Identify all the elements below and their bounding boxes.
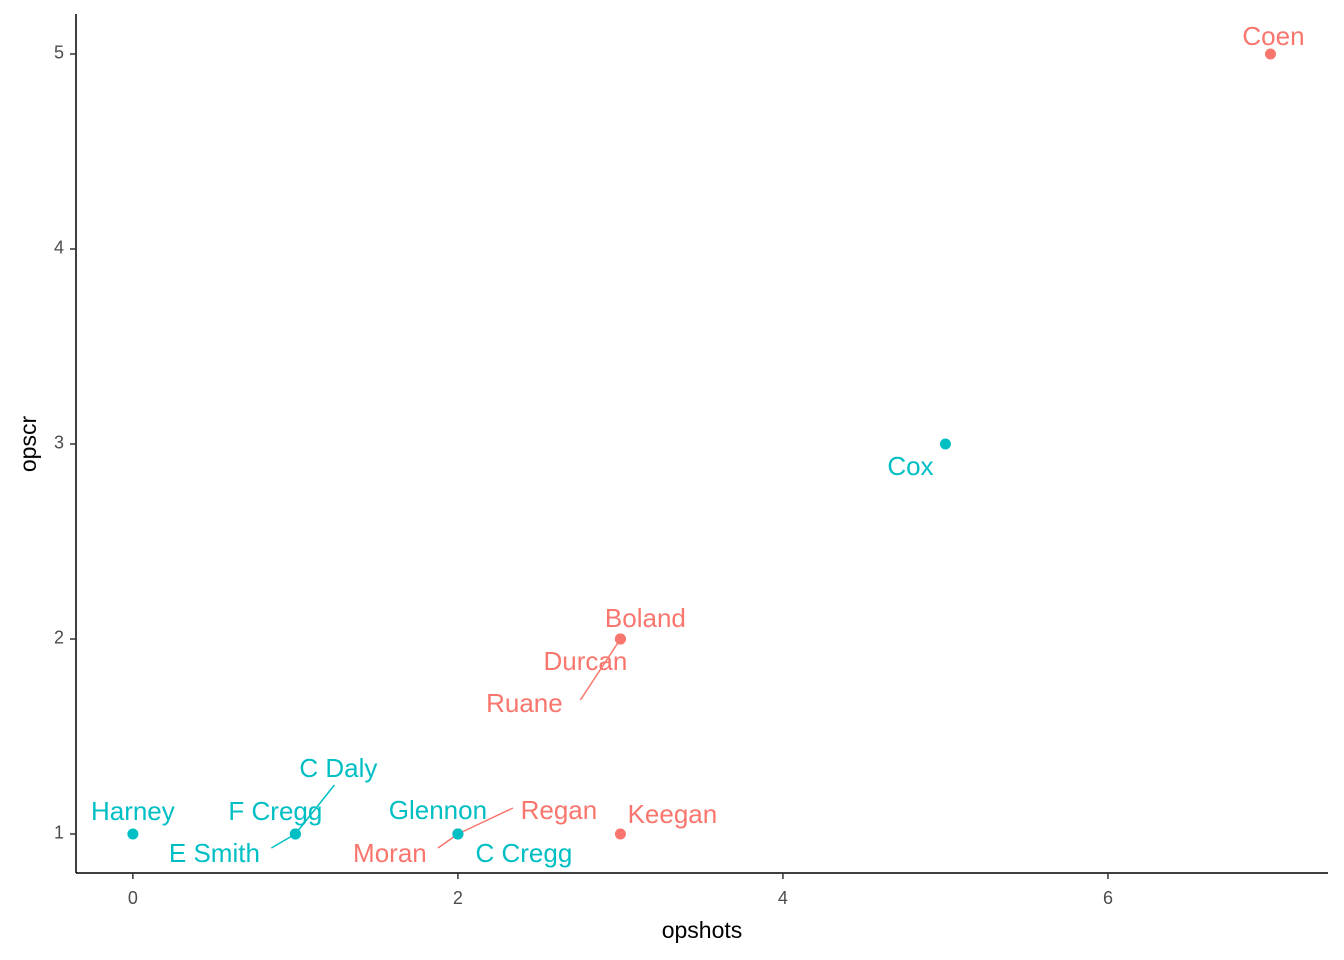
point-label: Ruane <box>486 688 563 718</box>
y-tick-label: 2 <box>54 628 64 648</box>
y-tick-label: 5 <box>54 43 64 63</box>
point <box>939 438 951 450</box>
point-label: Moran <box>353 838 427 868</box>
point <box>614 633 626 645</box>
label-connector <box>579 638 622 701</box>
point-label: C Daly <box>299 753 377 783</box>
y-tick-label: 4 <box>54 238 64 258</box>
y-tick-label: 3 <box>54 433 64 453</box>
y-axis-title: opscr <box>15 416 41 473</box>
point-label: F Cregg <box>228 796 322 826</box>
point <box>1264 48 1276 60</box>
label-connector <box>457 807 514 835</box>
point-label: Keegan <box>628 799 718 829</box>
point <box>614 828 626 840</box>
point-label: Regan <box>521 795 598 825</box>
y-tick-label: 1 <box>54 823 64 843</box>
point-label: Glennon <box>389 795 487 825</box>
point-label: Cox <box>887 451 933 481</box>
point-label: Boland <box>605 603 686 633</box>
label-connector <box>294 784 335 835</box>
point <box>452 828 464 840</box>
x-tick-label: 6 <box>1103 888 1113 908</box>
x-tick-label: 2 <box>453 888 463 908</box>
point <box>289 828 301 840</box>
point-label: Harney <box>91 796 175 826</box>
x-tick-label: 4 <box>778 888 788 908</box>
x-tick-label: 0 <box>128 888 138 908</box>
point <box>127 828 139 840</box>
point-label: Coen <box>1242 21 1304 51</box>
point-label: Durcan <box>544 646 628 676</box>
x-axis-title: opshots <box>662 917 743 943</box>
point-label: C Cregg <box>475 838 572 868</box>
point-label: E Smith <box>169 838 260 868</box>
